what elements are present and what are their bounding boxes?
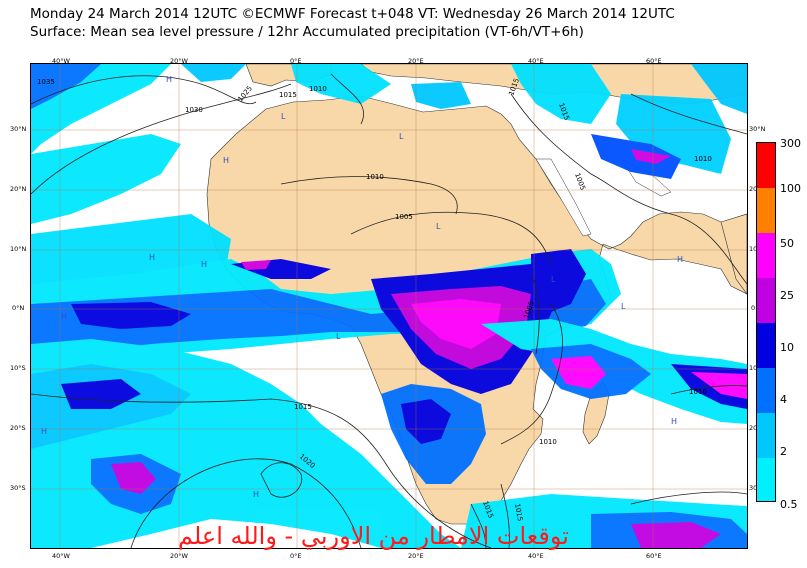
legend-label: 2 <box>780 445 787 458</box>
lat-label: 30°N <box>10 125 27 133</box>
legend-label: 50 <box>780 237 794 250</box>
high-marker: H <box>671 417 677 426</box>
lat-label: 10 <box>749 245 758 253</box>
lat-label: 20 <box>749 424 758 432</box>
low-marker: L <box>436 222 441 231</box>
lon-label: 20°W <box>170 552 188 560</box>
high-marker: H <box>149 253 155 262</box>
isobar-label: 1035 <box>37 78 55 86</box>
isobar-lines <box>30 73 748 549</box>
precipitation-legend <box>756 142 776 502</box>
high-marker: H <box>677 255 683 264</box>
low-marker: L <box>551 275 556 284</box>
lat-label: 0 <box>751 304 756 312</box>
low-marker: L <box>281 112 286 121</box>
legend-label: 100 <box>780 182 801 195</box>
high-marker: H <box>166 75 172 84</box>
lon-label: 60°E <box>646 57 662 65</box>
legend-label: 0.5 <box>780 498 798 511</box>
forecast-map: 1035 1030 1025 1015 1010 1015 1015 1010 … <box>30 63 748 549</box>
lon-label: 0°E <box>290 552 302 560</box>
low-marker: L <box>399 132 404 141</box>
high-marker: H <box>201 260 207 269</box>
isobar-label: 1010 <box>694 155 712 163</box>
lon-label: 40°W <box>52 57 70 65</box>
legend-swatch <box>757 233 775 278</box>
isobar-label: 1015 <box>279 91 297 99</box>
lon-label: 20°E <box>408 552 424 560</box>
lat-label: 20°S <box>10 424 26 432</box>
lon-label: 40°E <box>528 552 544 560</box>
legend-swatch <box>757 368 775 413</box>
high-marker: H <box>253 490 259 499</box>
isobar-label: 1010 <box>309 85 327 93</box>
lon-label: 20°W <box>170 57 188 65</box>
high-marker: H <box>223 156 229 165</box>
lat-label: 30°N <box>749 125 766 133</box>
legend-swatch <box>757 278 775 323</box>
legend-swatch <box>757 458 775 501</box>
low-marker: L <box>621 302 626 311</box>
isobar-label: 1030 <box>185 106 203 114</box>
isobar-label: 1015 <box>294 403 312 411</box>
lat-label: 30 <box>749 484 758 492</box>
legend-swatch <box>757 143 775 188</box>
legend-label: 10 <box>780 341 794 354</box>
lon-label: 40°E <box>528 57 544 65</box>
lat-label: 30°S <box>10 484 26 492</box>
legend-swatch <box>757 323 775 368</box>
field-description: Surface: Mean sea level pressure / 12hr … <box>30 24 584 40</box>
lat-label: 10 <box>749 364 758 372</box>
map-canvas: 1035 1030 1025 1015 1010 1015 1015 1010 … <box>30 63 748 549</box>
lat-label: 0°N <box>12 304 25 312</box>
isobar-label: 1005 <box>395 213 413 221</box>
isobar-label: 1010 <box>689 388 707 396</box>
pressure-centres: H H H H H H L L L L L L H H H <box>41 75 683 499</box>
lon-label: 0°E <box>290 57 302 65</box>
lat-label: 10°S <box>10 364 26 372</box>
precipitation <box>31 64 747 548</box>
lat-label: 10°N <box>10 245 27 253</box>
lon-label: 40°W <box>52 552 70 560</box>
legend-label: 4 <box>780 393 787 406</box>
isobar-label: 1010 <box>539 438 557 446</box>
lon-label: 20°E <box>408 57 424 65</box>
legend-swatch <box>757 188 775 233</box>
high-marker: H <box>61 312 67 321</box>
high-marker: H <box>41 427 47 436</box>
legend-label: 25 <box>780 289 794 302</box>
isobar-label: 1010 <box>366 173 384 181</box>
lat-label: 20°N <box>10 185 27 193</box>
lon-label: 60°E <box>646 552 662 560</box>
lat-label: 20 <box>749 185 758 193</box>
legend-swatch <box>757 413 775 458</box>
forecast-title: Monday 24 March 2014 12UTC ©ECMWF Foreca… <box>30 6 675 22</box>
legend-label: 300 <box>780 137 801 150</box>
low-marker: L <box>336 332 341 341</box>
isobar-label: 1015 <box>513 503 524 522</box>
arabic-watermark: توقعات الامطار من الاوربي - والله اعلم <box>178 522 569 550</box>
